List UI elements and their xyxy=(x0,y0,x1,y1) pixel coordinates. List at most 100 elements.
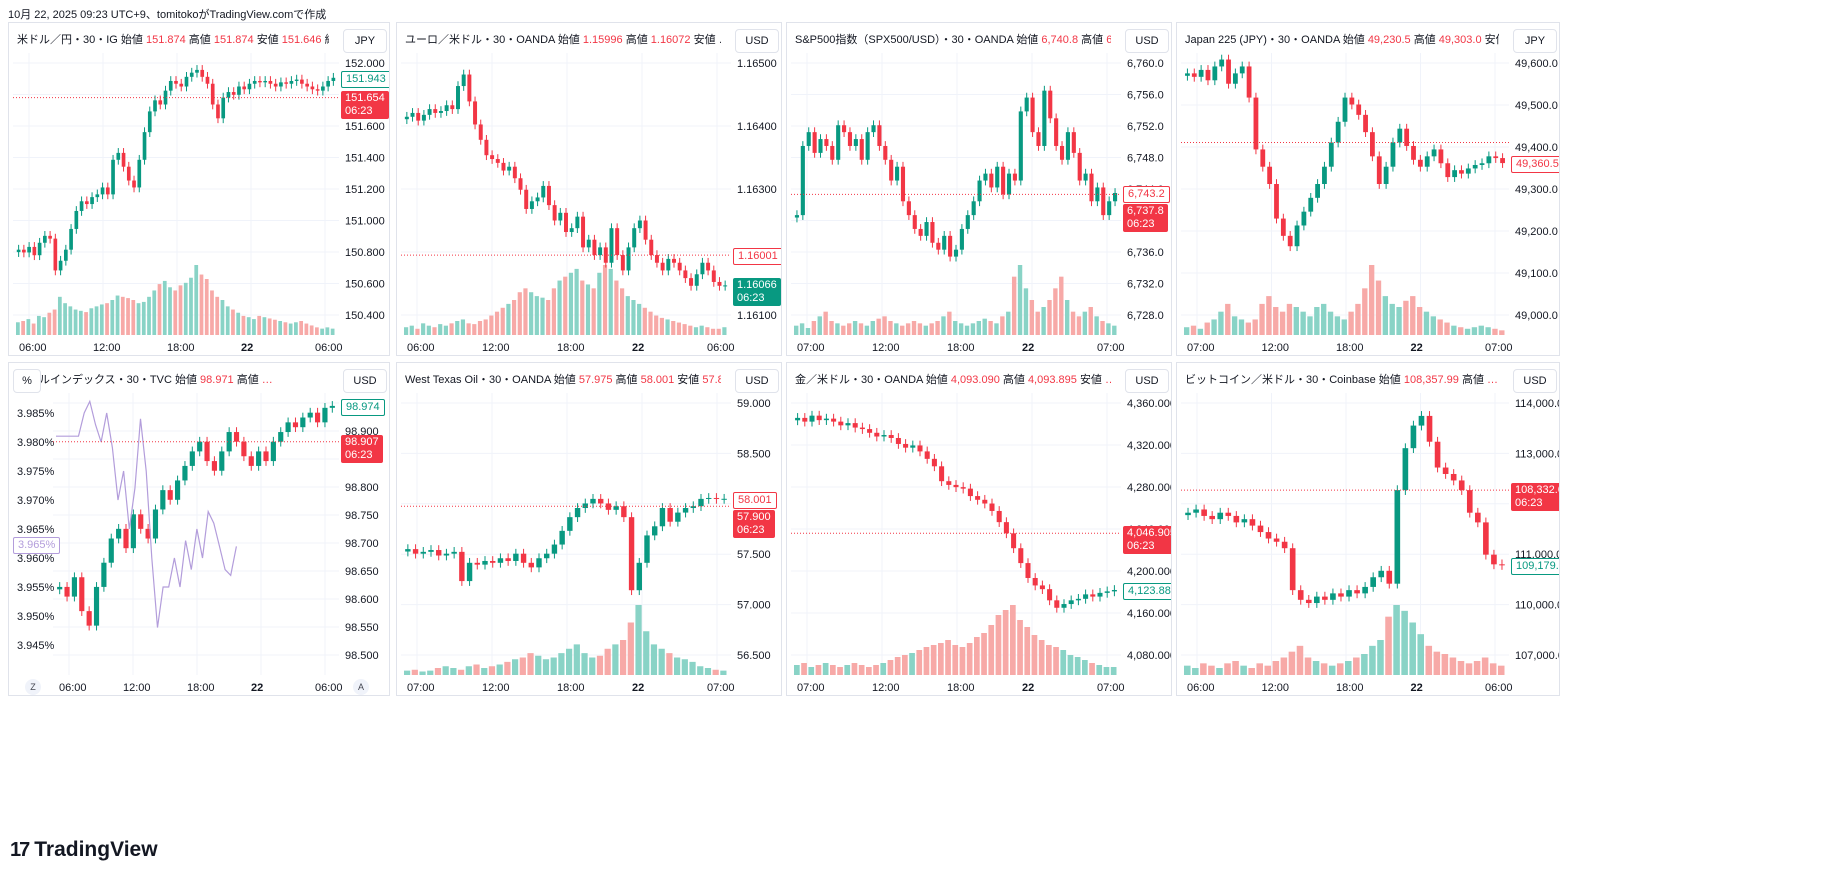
candle-body xyxy=(1201,509,1207,516)
volume-bar xyxy=(535,655,542,675)
candle-body xyxy=(450,105,455,110)
open-value: 1.15996 xyxy=(582,34,626,46)
candle-body xyxy=(794,215,800,218)
close-price-label: 98.907 06:23 xyxy=(341,434,383,463)
x-tick-label: 12:00 xyxy=(1262,682,1290,694)
volume-bar xyxy=(602,265,608,335)
currency-button[interactable]: JPY xyxy=(1513,29,1557,53)
currency-button[interactable]: USD xyxy=(1513,369,1557,393)
candle-body xyxy=(507,166,512,171)
currency-button[interactable]: USD xyxy=(735,29,779,53)
panel-title[interactable]: 米ドルインデックス・30・TVC 始値 98.971 高値 … xyxy=(17,371,273,387)
chart-canvas-6: 4,360.0004,320.0004,280.0004,240.0004,20… xyxy=(791,393,1171,694)
volume-bar xyxy=(1499,330,1505,335)
panel-title[interactable]: ビットコイン／米ドル・30・Coinbase 始値 108,357.99 高値 … xyxy=(1185,371,1498,387)
panel-title[interactable]: ユーロ／米ドル・30・OANDA 始値 1.15996 高値 1.16072 安… xyxy=(405,31,721,47)
chart-panel-5[interactable]: 59.00058.50058.00057.50057.00056.50007:0… xyxy=(396,362,782,696)
panel-title[interactable]: S&P500指数（SPX500/USD）・30・OANDA 始値 6,740.8… xyxy=(795,31,1111,47)
candle-body xyxy=(1486,156,1492,164)
volume-bar xyxy=(620,288,625,335)
candle-body xyxy=(1036,132,1041,146)
chart-panel-3[interactable]: 49,600.0 49,500.0 49,400.0 49,300.0 49,200.0… xyxy=(1176,22,1560,356)
candle-body xyxy=(1465,168,1471,174)
volume-bar xyxy=(173,290,178,335)
volume-bar xyxy=(1031,635,1038,675)
candle-body xyxy=(1330,593,1336,600)
x-tick-label: 22 xyxy=(632,342,644,354)
volume-bar xyxy=(477,321,483,335)
x-tick-label: 22 xyxy=(1022,682,1034,694)
panel-title[interactable]: 金／米ドル・30・OANDA 始値 4,093.090 高値 4,093.895… xyxy=(795,371,1111,387)
candle-body xyxy=(71,577,77,597)
volume-bar xyxy=(1224,663,1231,675)
auto-scale-right-button[interactable]: A xyxy=(353,679,369,695)
candle-body xyxy=(621,506,627,518)
volume-bar xyxy=(504,661,511,675)
volume-bar xyxy=(1029,300,1035,335)
candle-body xyxy=(559,530,565,545)
volume-bar xyxy=(1103,667,1110,675)
panel-title[interactable]: 米ドル／円・30・IG 始値 151.874 高値 151.874 安値 151… xyxy=(17,31,329,47)
volume-bar xyxy=(1218,311,1224,335)
currency-button[interactable]: USD xyxy=(1125,369,1169,393)
candle-body xyxy=(598,247,603,256)
currency-button[interactable]: USD xyxy=(735,369,779,393)
candle-body xyxy=(1472,164,1478,169)
chart-canvas-3: 49,600.0 49,500.0 49,400.0 49,300.0 49,200.0… xyxy=(1181,53,1558,354)
candle-body xyxy=(459,551,465,582)
candle-body xyxy=(924,451,930,459)
last-price-label-value: 58.001 xyxy=(738,493,772,506)
volume-bar xyxy=(1046,645,1052,675)
candle-body xyxy=(284,82,288,84)
volume-bar xyxy=(911,321,917,335)
y-tick-label: 6,748.0 xyxy=(1127,153,1164,165)
candle-body xyxy=(1362,586,1368,594)
volume-bar xyxy=(995,615,1002,675)
last-price-label: 58.001 xyxy=(733,491,777,509)
volume-bar xyxy=(1100,321,1105,335)
last-price-label: 109,179.67 xyxy=(1511,557,1559,575)
last-price-label-value: 98.974 xyxy=(346,400,380,413)
candle-body xyxy=(443,553,450,556)
currency-button[interactable]: USD xyxy=(343,369,387,393)
chart-panel-4[interactable]: 98.95098.90098.85098.80098.75098.70098.6… xyxy=(8,362,390,696)
volume-bar xyxy=(434,668,442,675)
candle-body xyxy=(168,80,173,91)
candle-body xyxy=(672,258,676,263)
volume-bar xyxy=(1409,622,1416,675)
tradingview-logo[interactable]: 17 TradingView xyxy=(10,838,158,862)
candle-body xyxy=(37,242,42,256)
volume-bar xyxy=(73,309,78,335)
candle-body xyxy=(977,180,982,202)
currency-button[interactable]: JPY xyxy=(343,29,387,53)
candle-body xyxy=(1301,211,1307,226)
chart-panel-7[interactable]: 114,000.00113,000.00112,000.00111,000.00… xyxy=(1176,362,1560,696)
candle-body xyxy=(1438,149,1444,164)
x-tick-label: 12:00 xyxy=(872,682,900,694)
candle-body xyxy=(567,517,573,531)
high-label: 高値 xyxy=(1413,34,1439,46)
auto-scale-left-button[interactable]: Z xyxy=(25,679,41,695)
chart-panel-0[interactable]: 152.000151.800151.600151.400151.200151.0… xyxy=(8,22,390,356)
left-scale-unit-button[interactable]: % xyxy=(13,369,41,393)
chart-panel-2[interactable]: 6,760.06,756.06,752.06,748.06,744.06,740… xyxy=(786,22,1172,356)
open-label: 始値 xyxy=(120,34,146,46)
currency-button[interactable]: USD xyxy=(1125,29,1169,53)
volume-bar xyxy=(1458,327,1464,335)
volume-bar xyxy=(568,272,574,335)
chart-panel-1[interactable]: 1.165001.164001.163001.162001.1610006:00… xyxy=(396,22,782,356)
volume-bar xyxy=(1430,316,1436,335)
candle-body xyxy=(895,437,901,444)
volume-bar xyxy=(642,307,647,335)
candle-body xyxy=(847,132,853,146)
volume-bar xyxy=(864,325,870,335)
open-label: 始値 xyxy=(1378,374,1404,386)
chart-panel-6[interactable]: 4,360.0004,320.0004,280.0004,240.0004,20… xyxy=(786,362,1172,696)
candle-body xyxy=(723,285,728,287)
candle-body xyxy=(1212,66,1218,81)
panel-title[interactable]: West Texas Oil・30・OANDA 始値 57.975 高値 58.… xyxy=(405,371,721,387)
panel-title[interactable]: Japan 225 (JPY)・30・OANDA 始値 49,230.5 高値 … xyxy=(1185,31,1499,47)
volume-bar xyxy=(432,327,437,335)
volume-bar xyxy=(494,311,500,335)
tradingview-logo-icon: 17 xyxy=(10,838,30,861)
